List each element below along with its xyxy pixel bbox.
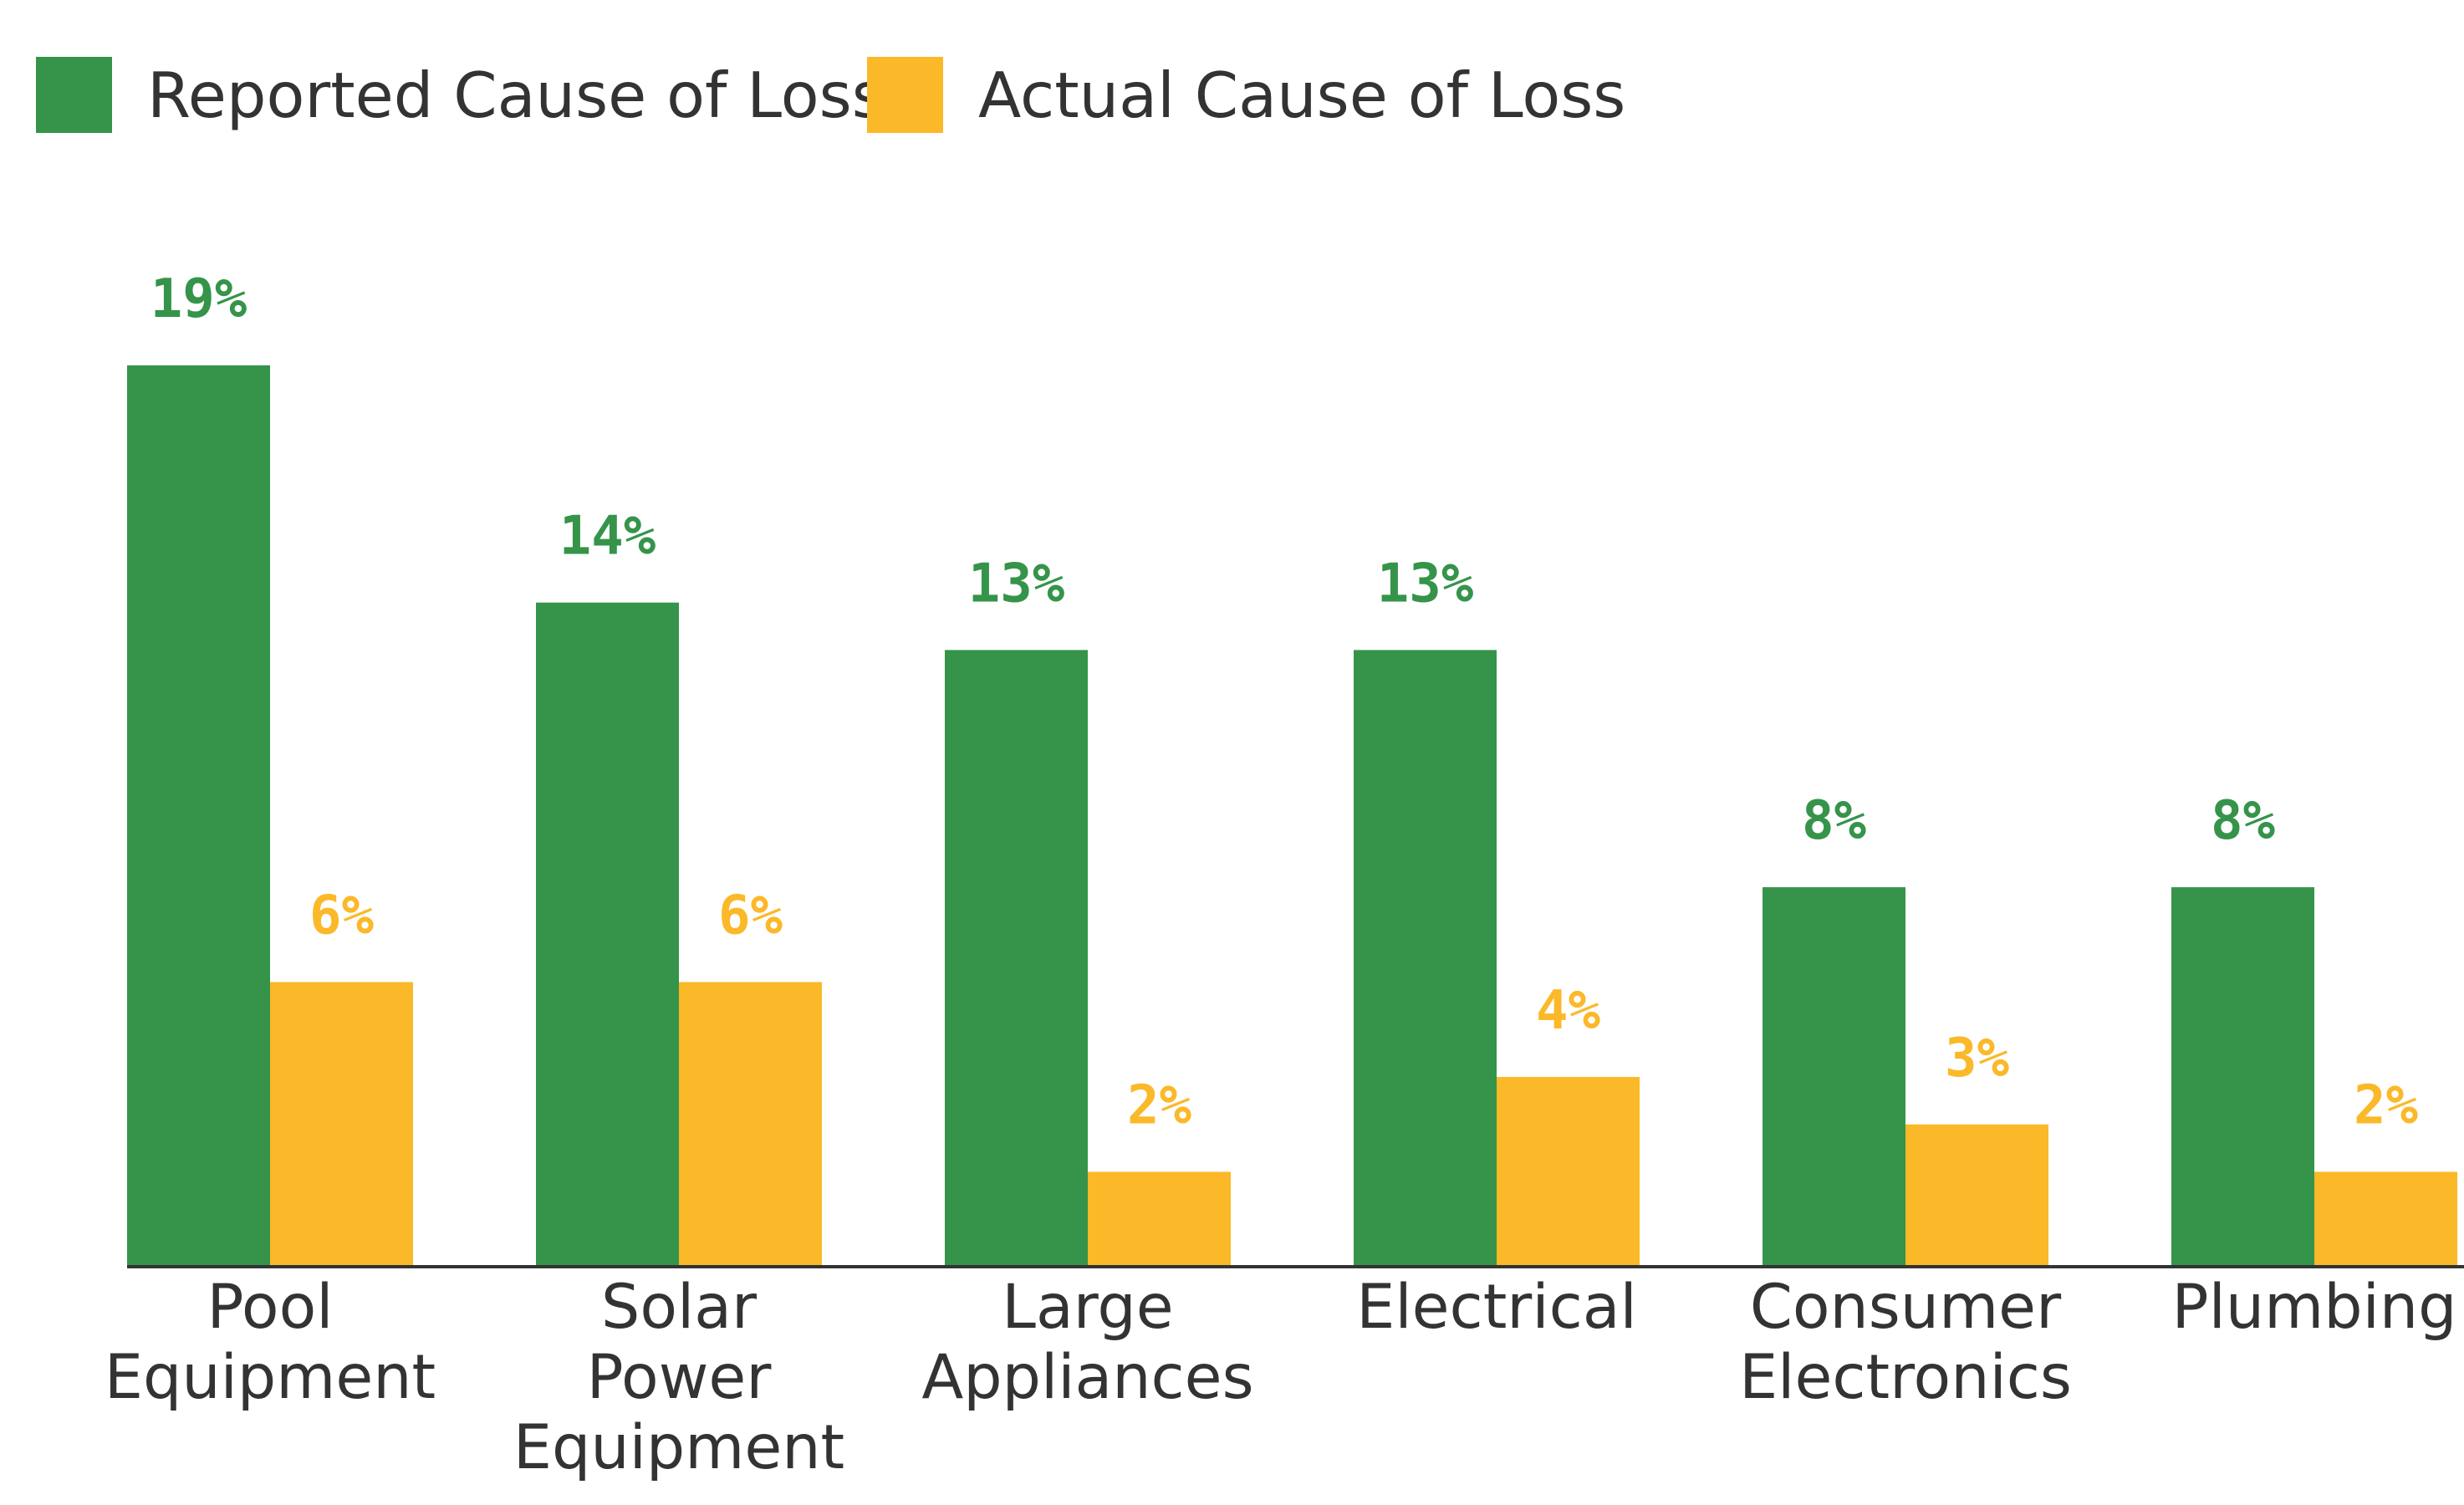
category-label-1-line-0: Solar [601,1272,758,1343]
value-label-actual-0: 6% [309,885,375,947]
value-label-actual-1: 6% [718,885,783,947]
value-label-reported-0: 19% [150,268,247,330]
category-label-0-line-0: Pool [207,1272,333,1343]
bars [127,365,2457,1267]
value-label-actual-3: 4% [1536,980,1601,1042]
category-label-1-line-2: Equipment [513,1412,844,1483]
category-label-4-line-1: Electronics [1739,1342,2072,1413]
bar-reported-1 [536,602,679,1267]
category-label-4-line-0: Consumer [1750,1272,2062,1343]
value-label-reported-4: 8% [1802,790,1867,852]
legend-label-actual: Actual Cause of Loss [978,59,1625,132]
bar-actual-0 [270,982,413,1267]
category-labels: PoolEquipmentSolarPowerEquipmentLargeApp… [105,1272,2457,1483]
bar-actual-5 [2314,1171,2457,1267]
category-label-2-line-1: Appliances [921,1342,1253,1413]
bar-reported-3 [1354,650,1497,1267]
category-label-1-line-1: Power [587,1342,773,1413]
bar-reported-2 [945,650,1088,1267]
category-label-3-line-0: Electrical [1356,1272,1637,1343]
bar-reported-0 [127,365,270,1267]
bar-actual-4 [1905,1124,2048,1267]
legend: Reported Cause of Loss Actual Cause of L… [36,57,1625,133]
value-label-actual-2: 2% [1127,1075,1192,1137]
bar-reported-5 [2171,887,2314,1267]
bar-reported-4 [1763,887,1905,1267]
value-label-actual-5: 2% [2354,1075,2419,1137]
value-label-reported-5: 8% [2211,790,2276,852]
legend-label-reported: Reported Cause of Loss [147,59,885,132]
value-labels: 19% 6% 14% 6% 13% 2% 13% 4% 8% 3% 8% 2% [150,268,2419,1137]
bar-actual-2 [1088,1171,1231,1267]
category-label-2-line-0: Large [1002,1272,1173,1343]
category-label-0-line-1: Equipment [105,1342,436,1413]
legend-swatch-reported [36,57,112,133]
value-label-reported-2: 13% [968,553,1065,615]
value-label-reported-1: 14% [559,506,656,568]
value-label-actual-4: 3% [1945,1028,2010,1089]
category-label-5-line-0: Plumbing [2172,1272,2457,1343]
bar-actual-1 [679,982,822,1267]
bar-actual-3 [1497,1077,1640,1267]
legend-swatch-actual [867,57,943,133]
value-label-reported-3: 13% [1377,553,1474,615]
